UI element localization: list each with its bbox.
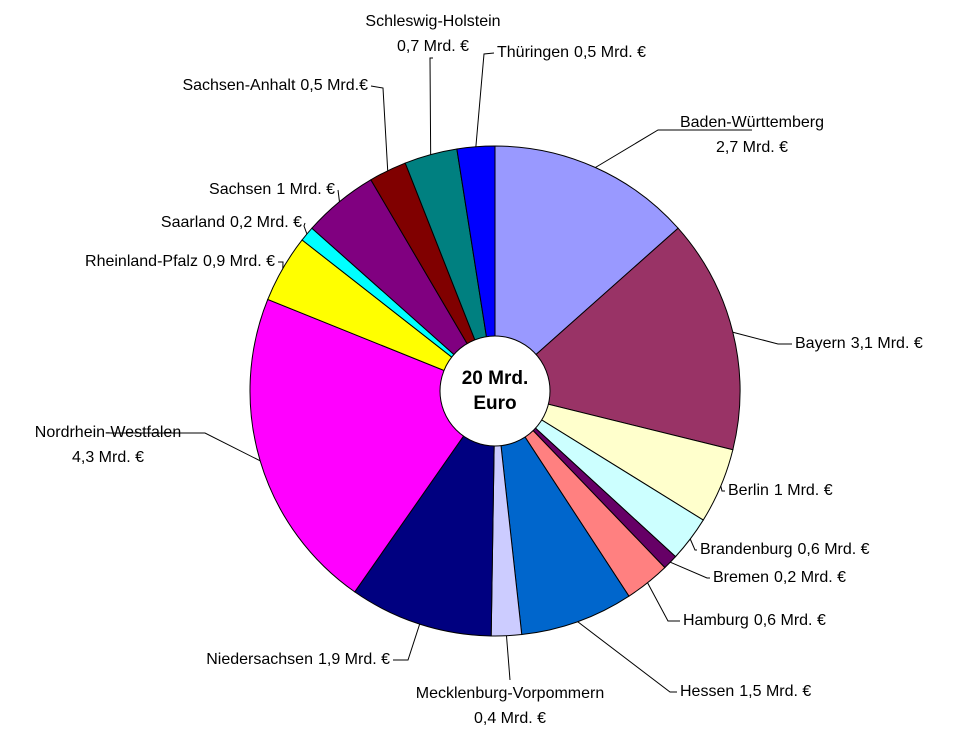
leader-line — [303, 222, 308, 235]
category-label: Sachsen-Anhalt — [182, 77, 296, 94]
value-label: 0,7 Mrd. € — [397, 38, 469, 55]
category-label: Brandenburg — [700, 541, 793, 558]
slice-label: Bremen 0,2 Mrd. € — [713, 569, 846, 586]
value-label: 2,7 Mrd. € — [716, 139, 788, 156]
value-label: 0,9 Mrd. € — [203, 253, 275, 270]
center-label: 20 Mrd. — [462, 368, 529, 389]
category-label: Niedersachsen — [206, 651, 313, 668]
center-label: Euro — [473, 393, 516, 414]
slice-label: Sachsen 1 Mrd. € — [209, 181, 335, 198]
category-label: Thüringen — [497, 44, 569, 61]
category-label: Bayern — [795, 335, 846, 352]
category-label: Berlin — [728, 482, 769, 499]
leader-line — [577, 621, 677, 693]
value-label: 3,1 Mrd. € — [851, 335, 923, 352]
value-label: 0,4 Mrd. € — [474, 710, 546, 727]
leader-line — [108, 432, 261, 462]
category-label: Baden-Württemberg — [680, 114, 824, 131]
category-label: Saarland — [161, 214, 225, 231]
slice-label: Rheinland-Pfalz 0,9 Mrd. € — [85, 253, 275, 270]
leader-line — [429, 57, 433, 155]
slice-label: Baden-Württemberg 2,7 Mrd. € — [680, 114, 824, 156]
slice-label: Nordrhein-Westfalen 4,3 Mrd. € — [35, 424, 181, 466]
category-label: Rheinland-Pfalz — [85, 253, 198, 270]
leader-line — [393, 623, 421, 661]
leader-line — [595, 129, 752, 168]
category-label: Sachsen — [209, 181, 271, 198]
category-label: Schleswig-Holstein — [365, 13, 500, 30]
value-label: 0,2 Mrd. € — [774, 569, 846, 586]
center-hole — [439, 335, 551, 447]
pie-slice — [493, 227, 741, 451]
category-label: Hamburg — [683, 612, 749, 629]
slice-label: Thüringen 0,5 Mrd. € — [497, 44, 646, 61]
value-label: 0,6 Mrd. € — [754, 612, 826, 629]
pie-slice — [494, 390, 630, 636]
leader-line — [689, 538, 697, 551]
leader-line — [505, 635, 511, 681]
slice-label: Mecklenburg-Vorpommern 0,4 Mrd. € — [416, 685, 605, 727]
category-label: Mecklenburg-Vorpommern — [416, 685, 605, 702]
value-label: 0,2 Mrd. € — [230, 214, 302, 231]
slice-label: Sachsen-Anhalt 0,5 Mrd.€ — [182, 77, 368, 94]
slice-label: Schleswig-Holstein 0,7 Mrd. € — [365, 13, 500, 55]
leader-line — [475, 52, 495, 147]
slice-label: Hamburg 0,6 Mrd. € — [683, 612, 826, 629]
value-label: 1,9 Mrd. € — [318, 651, 390, 668]
leader-line — [720, 485, 725, 492]
leader-line — [278, 261, 284, 269]
slice-label: Hessen 1,5 Mrd. € — [680, 683, 811, 700]
slice-label: Bayern 3,1 Mrd. € — [795, 335, 923, 352]
value-label: 0,5 Mrd. € — [574, 44, 646, 61]
category-label: Bremen — [713, 569, 769, 586]
value-label: 4,3 Mrd. € — [72, 449, 144, 466]
leader-line — [337, 189, 340, 202]
slice-label: Berlin 1 Mrd. € — [728, 482, 833, 499]
slice-label: Brandenburg 0,6 Mrd. € — [700, 541, 870, 558]
value-label: 0,6 Mrd. € — [798, 541, 870, 558]
leader-line — [647, 582, 680, 622]
slice-label: Saarland 0,2 Mrd. € — [161, 214, 302, 231]
value-label: 1 Mrd. € — [774, 482, 833, 499]
value-label: 1,5 Mrd. € — [739, 683, 811, 700]
category-label: Hessen — [680, 683, 734, 700]
slice-label: Niedersachsen 1,9 Mrd. € — [206, 651, 390, 668]
category-label: Nordrhein-Westfalen — [35, 424, 181, 441]
value-label: 1 Mrd. € — [276, 181, 335, 198]
leader-line — [370, 85, 389, 171]
leader-line — [732, 331, 792, 345]
leader-line — [670, 561, 710, 579]
value-label: 0,5 Mrd.€ — [300, 77, 368, 94]
